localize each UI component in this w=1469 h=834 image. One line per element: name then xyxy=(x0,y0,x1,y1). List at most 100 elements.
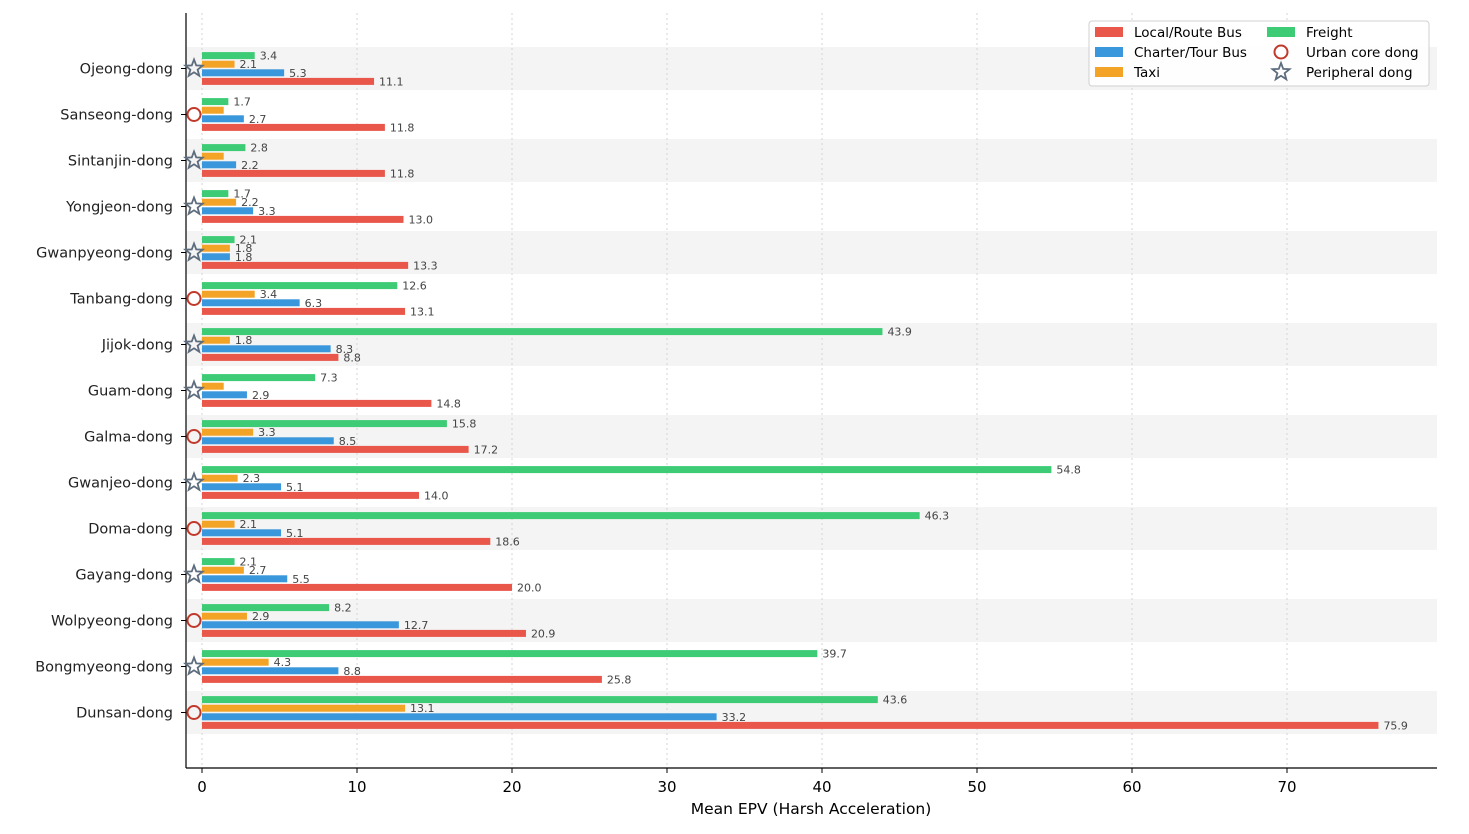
bar-local-route-bus xyxy=(202,675,602,683)
x-tick-label: 40 xyxy=(812,778,831,796)
y-tick-label: Bongmyeong-dong xyxy=(35,660,173,676)
peripheral-marker xyxy=(183,562,205,584)
bar-taxi xyxy=(202,520,235,528)
data-label: 2.7 xyxy=(249,564,267,577)
bar-taxi xyxy=(202,566,244,574)
data-label: 3.3 xyxy=(258,426,276,439)
data-label: 13.0 xyxy=(409,213,434,226)
row-band xyxy=(186,139,1437,182)
bar-local-route-bus xyxy=(202,491,419,499)
data-label: 2.1 xyxy=(240,58,257,71)
bar-freight xyxy=(202,236,235,244)
bar-charter-tour-bus xyxy=(202,713,717,721)
data-label: 13.1 xyxy=(410,305,435,318)
urban-core-marker xyxy=(186,613,202,628)
y-tick-label: Tanbang-dong xyxy=(69,292,173,308)
data-label: 17.2 xyxy=(474,443,499,456)
legend-label: Peripheral dong xyxy=(1306,65,1413,81)
bar-local-route-bus xyxy=(202,261,409,269)
data-label: 4.3 xyxy=(274,656,292,669)
bars xyxy=(202,52,1379,729)
bar-freight xyxy=(202,604,330,612)
bar-taxi xyxy=(202,198,237,206)
bar-freight xyxy=(202,512,920,520)
data-label: 14.0 xyxy=(424,489,449,502)
legend-swatch xyxy=(1095,47,1123,57)
bar-charter-tour-bus xyxy=(202,667,339,675)
y-tick-label: Jijok-dong xyxy=(101,338,173,354)
legend-swatch xyxy=(1095,27,1123,37)
data-label: 3.4 xyxy=(260,288,278,301)
data-label: 18.6 xyxy=(495,535,520,548)
data-label: 2.9 xyxy=(252,610,270,623)
bar-taxi xyxy=(202,336,230,344)
bar-local-route-bus xyxy=(202,215,404,223)
data-label: 1.7 xyxy=(233,96,251,109)
data-label: 7.3 xyxy=(320,372,338,385)
data-label: 2.1 xyxy=(240,234,257,247)
bar-charter-tour-bus xyxy=(202,437,334,445)
data-label: 25.8 xyxy=(607,673,632,686)
data-label: 2.3 xyxy=(243,472,261,485)
peripheral-marker xyxy=(183,378,205,400)
bar-freight xyxy=(202,696,878,704)
data-labels: 11.15.32.13.411.82.71.711.82.22.813.03.3… xyxy=(233,50,1408,733)
data-label: 1.8 xyxy=(235,251,253,264)
bar-local-route-bus xyxy=(202,537,491,545)
urban-core-marker xyxy=(186,291,202,306)
bar-freight xyxy=(202,420,447,428)
data-label: 39.7 xyxy=(822,648,847,661)
y-tick-label: Guam-dong xyxy=(88,384,173,400)
y-tick-label: Doma-dong xyxy=(88,522,173,538)
data-label: 8.5 xyxy=(339,435,357,448)
data-label: 11.8 xyxy=(390,121,415,134)
data-label: 2.2 xyxy=(241,159,259,172)
data-label: 20.0 xyxy=(517,581,542,594)
bar-taxi xyxy=(202,152,224,160)
legend-label: Charter/Tour Bus xyxy=(1134,45,1247,61)
bar-freight xyxy=(202,190,229,198)
data-label: 2.8 xyxy=(250,142,268,155)
legend: Local/Route Bus Charter/Tour Bus Taxi Freig… xyxy=(1088,20,1430,87)
bar-local-route-bus xyxy=(202,169,385,177)
bar-freight xyxy=(202,52,255,60)
peripheral-marker xyxy=(183,470,205,492)
bar-freight xyxy=(202,374,316,382)
peripheral-marker xyxy=(183,194,205,216)
legend-star-icon xyxy=(1270,60,1292,82)
data-label: 5.5 xyxy=(292,573,310,586)
peripheral-marker xyxy=(183,654,205,676)
y-tick-label: Wolpyeong-dong xyxy=(51,614,173,630)
data-label: 5.1 xyxy=(286,527,304,540)
y-tick-label: Galma-dong xyxy=(84,430,173,446)
data-label: 13.1 xyxy=(410,702,435,715)
urban-core-marker xyxy=(186,107,202,122)
bar-local-route-bus xyxy=(202,123,385,131)
bar-taxi xyxy=(202,106,224,114)
bar-taxi xyxy=(202,658,269,666)
bar-local-route-bus xyxy=(202,307,406,315)
bar-charter-tour-bus xyxy=(202,391,247,399)
bar-freight xyxy=(202,144,246,152)
peripheral-marker xyxy=(183,56,205,78)
data-label: 12.6 xyxy=(402,280,427,293)
bar-charter-tour-bus xyxy=(202,345,331,353)
legend-label: Freight xyxy=(1306,25,1353,41)
legend-circle-icon xyxy=(1273,44,1289,60)
bar-freight xyxy=(202,466,1052,474)
data-label: 8.8 xyxy=(343,351,361,364)
bar-taxi xyxy=(202,428,254,436)
x-axis-label: Mean EPV (Harsh Acceleration) xyxy=(691,800,932,818)
legend-box xyxy=(1088,20,1430,87)
bar-local-route-bus xyxy=(202,629,526,637)
legend-label: Taxi xyxy=(1133,65,1160,81)
y-tick-label: Gayang-dong xyxy=(75,568,173,584)
data-label: 2.1 xyxy=(240,556,257,569)
data-label: 43.9 xyxy=(887,326,912,339)
urban-core-marker xyxy=(186,521,202,536)
peripheral-marker xyxy=(183,148,205,170)
y-tick-label: Dunsan-dong xyxy=(76,706,173,722)
bar-taxi xyxy=(202,60,235,68)
dong-markers xyxy=(183,56,205,720)
